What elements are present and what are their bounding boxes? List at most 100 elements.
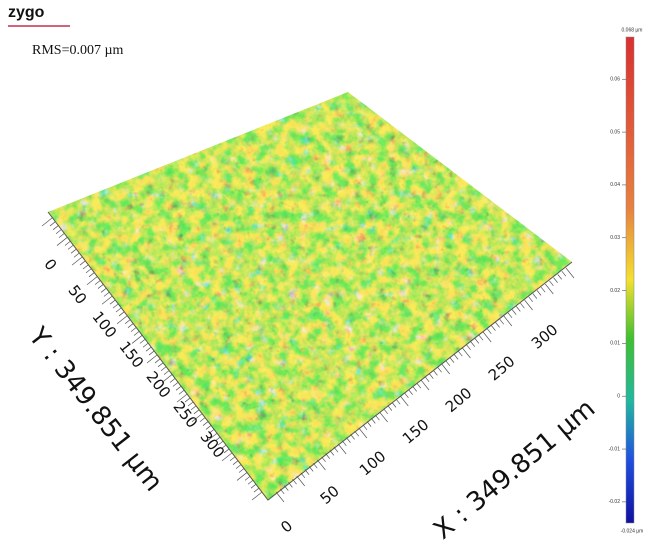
ruler-tick [86, 269, 91, 273]
colorbar-tick-label: -0.01 [609, 446, 621, 452]
x-tick-label: 0 [277, 517, 296, 537]
ruler-tick [545, 284, 553, 294]
y-axis-title: Y : 349.851 µm [22, 321, 169, 497]
ruler-tick [425, 377, 429, 382]
ruler-tick [554, 278, 558, 283]
ruler-tick [400, 396, 408, 406]
ruler-tick [417, 383, 421, 388]
ruler-tick [110, 300, 115, 304]
ruler-tick [203, 422, 208, 426]
colorbar-tick-label: 0.02 [610, 288, 620, 294]
ruler-tick [42, 218, 52, 226]
ruler-tick [338, 444, 346, 454]
ruler-tick [508, 313, 512, 318]
ruler-tick [65, 241, 70, 245]
ruler-tick [155, 359, 160, 363]
ruler-tick [161, 367, 166, 371]
ruler-tick [483, 332, 491, 342]
ruler-tick [371, 418, 375, 423]
ruler-tick [392, 402, 396, 407]
ruler-tick [248, 480, 253, 484]
ruler-tick [363, 425, 367, 430]
ruler-tick [173, 382, 178, 386]
ruler-tick [131, 328, 136, 332]
colorbar [626, 37, 634, 523]
ruler-tick [288, 482, 292, 487]
ruler-tick [562, 271, 566, 276]
ruler-tick [525, 300, 533, 310]
y-tick-label: 50 [64, 282, 90, 308]
x-tick-label: 300 [528, 321, 562, 353]
ruler-tick [355, 431, 359, 436]
ruler-tick [317, 460, 325, 470]
colorbar-tick-label: 0.04 [610, 182, 620, 188]
ruler-tick [326, 454, 330, 459]
ruler-tick [276, 492, 284, 502]
ruler-tick [170, 378, 175, 382]
x-axis-title: X : 349.851 µm [428, 394, 601, 546]
ruler-tick [380, 412, 388, 422]
ruler-tick [305, 470, 309, 475]
ruler-tick [72, 257, 82, 265]
ruler-tick [367, 422, 371, 427]
colorbar-tick-label: 0.06 [610, 77, 620, 83]
ruler-tick [116, 308, 121, 312]
x-tick-label: 250 [485, 352, 519, 384]
ruler-tick [102, 296, 112, 304]
ruler-tick [74, 253, 79, 257]
colorbar-tick-label: -0.02 [609, 499, 621, 505]
ruler-tick [293, 479, 297, 484]
ruler-tick [504, 316, 512, 326]
ruler-tick [500, 319, 504, 324]
ruler-tick [233, 461, 238, 465]
ruler-tick [252, 492, 262, 500]
y-tick-label: 200 [142, 368, 174, 402]
ruler-tick [342, 441, 346, 446]
ruler-tick [537, 290, 541, 295]
ruler-tick [359, 428, 367, 438]
ruler-tick [230, 457, 235, 461]
ruler-tick [529, 297, 533, 302]
ruler-tick [566, 268, 574, 278]
ruler-tick [98, 285, 103, 289]
ruler-tick [113, 304, 118, 308]
ruler-tick [413, 386, 417, 391]
ruler-tick [496, 322, 500, 327]
ruler-tick [117, 316, 127, 324]
ruler-tick [558, 274, 562, 279]
colorbar-top-label: 0.068 µm [622, 27, 643, 33]
colorbar-bottom-label: -0.024 µm [621, 528, 644, 534]
ruler-tick [297, 476, 305, 486]
ruler-tick [446, 361, 450, 366]
ruler-tick [134, 332, 139, 336]
ruler-tick [462, 348, 470, 358]
ruler-tick [438, 367, 442, 372]
ruler-tick [95, 281, 100, 285]
ruler-tick [237, 472, 247, 480]
ruler-tick [429, 374, 433, 379]
ruler-tick [101, 288, 106, 292]
ruler-tick [479, 335, 483, 340]
ruler-tick [533, 294, 537, 299]
x-tick-label: 50 [317, 482, 343, 508]
ruler-tick [236, 465, 241, 469]
ruler-tick [313, 463, 317, 468]
ruler-tick [346, 438, 350, 443]
ruler-tick [450, 358, 454, 363]
ruler-tick [59, 234, 64, 238]
ruler-tick [87, 277, 97, 285]
ruler-tick [375, 415, 379, 420]
ruler-tick [284, 486, 288, 491]
ruler-tick [147, 355, 157, 363]
ruler-tick [89, 273, 94, 277]
x-tick-label: 200 [442, 384, 476, 416]
ruler-tick [458, 351, 462, 356]
ruler-tick [541, 287, 545, 292]
ruler-tick [56, 230, 61, 234]
ruler-tick [149, 351, 154, 355]
ruler-tick [404, 393, 408, 398]
page: zygo RMS=0.007 µm Y : 349.851 µm X : 349… [0, 0, 669, 546]
ruler-tick [146, 347, 151, 351]
colorbar-tick-label: 0.01 [610, 341, 620, 347]
ruler-tick [516, 306, 520, 311]
